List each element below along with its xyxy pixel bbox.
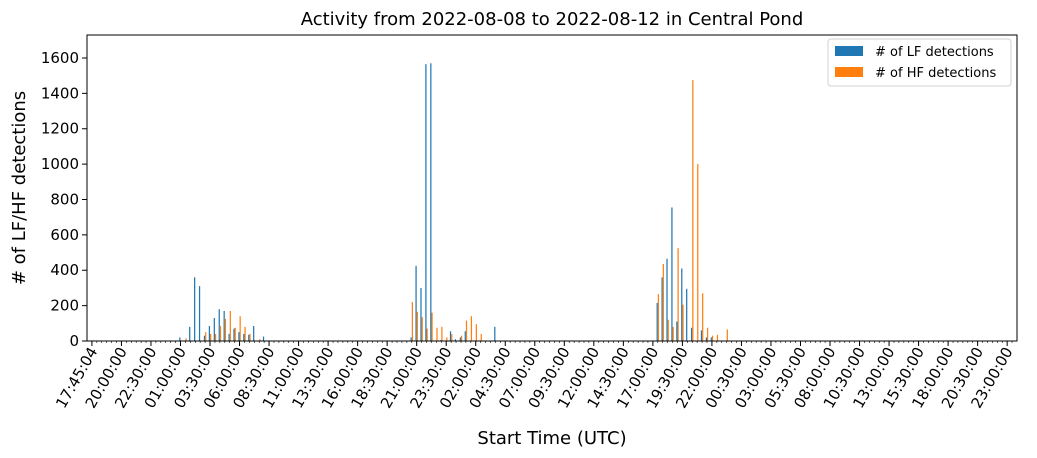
lf-bar bbox=[204, 336, 205, 341]
lf-bar bbox=[194, 277, 195, 341]
hf-bar bbox=[481, 334, 482, 341]
bars-group bbox=[179, 63, 728, 341]
legend-swatch-lf bbox=[835, 46, 863, 56]
hf-bar bbox=[431, 313, 432, 341]
hf-bar bbox=[677, 248, 678, 341]
lf-bar bbox=[701, 330, 702, 341]
y-tick-label: 1600 bbox=[41, 49, 79, 67]
lf-bar bbox=[686, 289, 687, 341]
y-axis: 0 200 400 600 800 1000 1200 1400 1600 bbox=[41, 49, 87, 350]
lf-bar bbox=[189, 327, 190, 341]
hf-bar bbox=[215, 334, 216, 341]
hf-bar bbox=[702, 293, 703, 341]
hf-bar bbox=[692, 80, 693, 341]
hf-bar bbox=[412, 302, 413, 341]
lf-bar bbox=[691, 328, 692, 341]
hf-bar bbox=[210, 334, 211, 341]
lf-bar bbox=[671, 207, 672, 341]
hf-bar bbox=[682, 305, 683, 341]
hf-bar bbox=[451, 334, 452, 341]
hf-bar bbox=[476, 324, 477, 341]
hf-bar bbox=[471, 316, 472, 341]
lf-bar bbox=[676, 322, 677, 341]
hf-bar bbox=[422, 317, 423, 341]
lf-bar bbox=[411, 337, 412, 341]
hf-bar bbox=[427, 329, 428, 341]
lf-bar bbox=[214, 318, 215, 341]
lf-bar bbox=[430, 63, 431, 341]
hf-bar bbox=[658, 294, 659, 341]
lf-bar bbox=[465, 331, 466, 341]
hf-bar bbox=[663, 264, 664, 341]
hf-bar bbox=[417, 312, 418, 341]
lf-bar bbox=[199, 286, 200, 341]
lf-bar bbox=[219, 309, 220, 341]
hf-bar bbox=[707, 328, 708, 341]
lf-bar bbox=[661, 277, 662, 341]
y-tick-label: 200 bbox=[50, 297, 79, 315]
y-tick-label: 400 bbox=[50, 261, 79, 279]
hf-bar bbox=[712, 336, 713, 341]
y-tick-label: 1400 bbox=[41, 84, 79, 102]
lf-bar bbox=[711, 337, 712, 341]
hf-bar bbox=[727, 330, 728, 341]
lf-bar bbox=[706, 337, 707, 341]
hf-bar bbox=[220, 326, 221, 341]
hf-bar bbox=[466, 321, 467, 341]
lf-bar bbox=[420, 288, 421, 341]
lf-bar bbox=[224, 311, 225, 341]
legend-swatch-hf bbox=[835, 67, 863, 77]
y-tick-label: 0 bbox=[69, 332, 79, 350]
hf-bar bbox=[673, 327, 674, 341]
y-tick-label: 1000 bbox=[41, 155, 79, 173]
y-tick-label: 1200 bbox=[41, 120, 79, 138]
hf-bar bbox=[244, 327, 245, 341]
y-axis-label: # of LF/HF detections bbox=[9, 91, 30, 285]
legend: # of LF detections # of HF detections bbox=[828, 39, 1011, 86]
lf-bar bbox=[179, 337, 180, 341]
hf-bar bbox=[240, 316, 241, 341]
lf-bar bbox=[238, 332, 239, 341]
lf-bar bbox=[494, 327, 495, 341]
y-tick-label: 800 bbox=[50, 190, 79, 208]
lf-bar bbox=[425, 64, 426, 341]
legend-label-lf: # of LF detections bbox=[875, 45, 994, 60]
y-tick-label: 600 bbox=[50, 226, 79, 244]
hf-bar bbox=[461, 336, 462, 341]
hf-bar bbox=[230, 311, 231, 341]
hf-bar bbox=[446, 337, 447, 341]
lf-bar bbox=[666, 259, 667, 341]
lf-bar bbox=[657, 303, 658, 341]
x-axis: 17:45:0420:00:0022:30:0001:00:0003:30:00… bbox=[52, 341, 1017, 411]
hf-bar bbox=[225, 319, 226, 341]
hf-bar bbox=[436, 328, 437, 341]
lf-bar bbox=[228, 334, 229, 341]
lf-bar bbox=[681, 268, 682, 341]
hf-bar bbox=[249, 334, 250, 341]
hf-bar bbox=[717, 335, 718, 341]
lf-bar bbox=[450, 331, 451, 341]
hf-bar bbox=[441, 327, 442, 341]
x-axis-label: Start Time (UTC) bbox=[477, 428, 626, 449]
lf-bar bbox=[209, 326, 210, 341]
lf-bar bbox=[263, 337, 264, 341]
hf-bar bbox=[668, 320, 669, 341]
lf-bar bbox=[415, 266, 416, 341]
hf-bar bbox=[235, 328, 236, 341]
lf-bar bbox=[253, 326, 254, 341]
lf-bar bbox=[243, 334, 244, 341]
lf-bar bbox=[233, 329, 234, 341]
legend-label-hf: # of HF detections bbox=[875, 66, 996, 81]
hf-bar bbox=[205, 332, 206, 341]
chart-title: Activity from 2022-08-08 to 2022-08-12 i… bbox=[301, 9, 804, 30]
lf-bar bbox=[248, 335, 249, 341]
lf-bar bbox=[460, 337, 461, 341]
hf-bar bbox=[697, 164, 698, 341]
